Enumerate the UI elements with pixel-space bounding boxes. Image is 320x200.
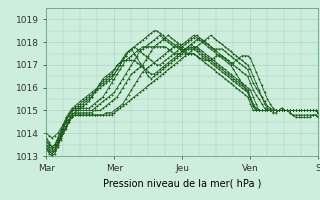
- X-axis label: Pression niveau de la mer( hPa ): Pression niveau de la mer( hPa ): [103, 178, 261, 188]
